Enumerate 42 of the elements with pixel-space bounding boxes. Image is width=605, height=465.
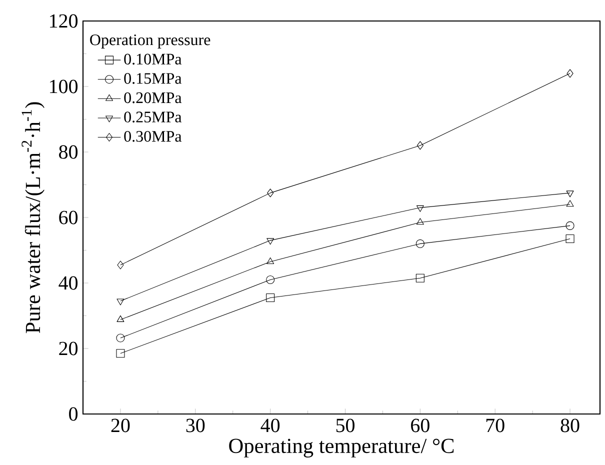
x-tick-label: 60 [411,418,430,432]
point [566,221,574,230]
x-tick-label: 20 [111,418,130,432]
point [117,260,124,270]
x-tick-label: 80 [560,418,580,432]
legend-title: Operation pressure [90,34,210,48]
y-tick-label: 60 [59,210,78,224]
point [416,141,424,150]
y-tick-label: 80 [59,145,78,159]
legend-label: 0.20MPa [124,92,182,104]
point [116,315,124,322]
x-tick-label: 50 [336,418,354,432]
y-tick-label: 40 [58,276,78,290]
x-tick-label: 30 [186,418,205,432]
point [416,205,424,212]
legend-label: 0.10MPa [124,54,182,65]
legend-label: 0.30MPa [124,130,182,142]
y-tick-label: 0 [69,407,78,421]
x-axis-title: Operating temperature/ °C [229,438,454,458]
point [416,218,424,225]
point [266,238,274,245]
point [266,275,275,284]
point [266,257,274,264]
x-tick-label: 40 [260,418,280,432]
point [416,239,424,248]
point [266,293,275,302]
point [267,188,274,198]
point [566,234,574,244]
point [116,349,125,358]
y-tick-label: 20 [59,342,78,356]
point [416,274,424,282]
legend-label: 0.15MPa [124,73,182,84]
legend-label: 0.25MPa [124,112,182,123]
y-tick-label: 120 [50,14,78,28]
x-tick-label: 70 [486,418,504,432]
y-tick-label: 100 [50,80,78,94]
point [566,69,574,78]
point [566,190,574,198]
point [116,334,125,342]
point [566,200,574,207]
point [116,298,124,306]
y-axis-title: Pure water flux/(L·m$^{-2}$·h$^{-1}$) [22,102,44,334]
